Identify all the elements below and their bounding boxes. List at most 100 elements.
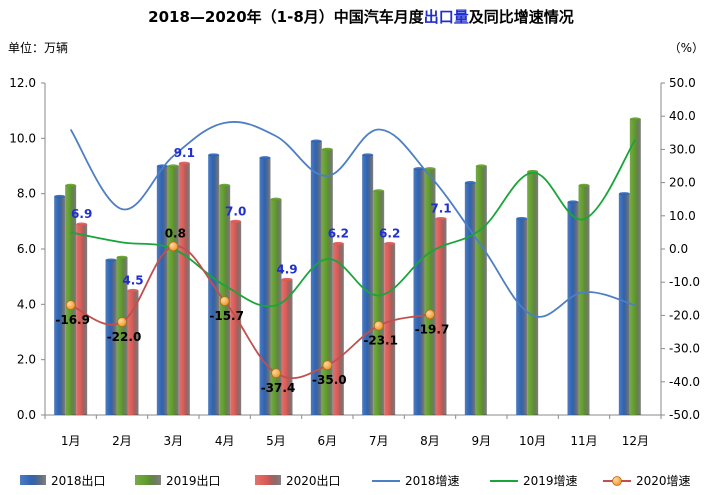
- left-tick-label: 6.0: [17, 242, 36, 256]
- x-tick-label: 7月: [369, 434, 389, 448]
- bar-2018出口: [362, 154, 374, 415]
- marker-2020增速: [168, 241, 179, 252]
- legend-swatch: [135, 475, 161, 485]
- left-tick-label: 12.0: [9, 76, 36, 90]
- bar-data-label: 4.9: [276, 262, 297, 276]
- right-tick-label: -50.0: [669, 408, 700, 422]
- bar-2018出口: [310, 141, 322, 415]
- x-tick-label: 11月: [570, 434, 597, 448]
- line-data-label: -22.0: [107, 330, 142, 344]
- lines: [65, 121, 637, 379]
- left-tick-label: 4.0: [17, 297, 36, 311]
- marker-2020增速: [322, 360, 333, 371]
- legend-swatch: [255, 475, 281, 485]
- bar-2019出口: [578, 185, 590, 415]
- bar-top-2020出口: [230, 219, 242, 223]
- line-data-label: -35.0: [312, 373, 347, 387]
- bar-data-label: 6.2: [328, 226, 349, 240]
- chart-title-prefix: 2018—2020年（1-8月）中国汽车月度: [148, 8, 425, 26]
- line-2020增速: [70, 245, 431, 379]
- bar-2020出口: [127, 290, 139, 415]
- right-unit-label: （%）: [669, 41, 704, 55]
- line-data-label: -37.4: [261, 381, 296, 395]
- legend-label: 2018出口: [51, 474, 106, 488]
- bar-2019出口: [629, 118, 641, 415]
- bar-top-2020出口: [127, 288, 139, 293]
- legend: 2018出口 2019出口 2020出口 2018增速 2019增速 2020增速: [20, 474, 691, 488]
- bar-2020出口: [178, 163, 190, 415]
- x-tick-label: 8月: [420, 434, 440, 448]
- bar-2020出口: [281, 279, 293, 415]
- bar-2020出口: [332, 243, 344, 415]
- bar-top-2019出口: [116, 255, 128, 259]
- bar-2019出口: [167, 166, 179, 415]
- chart-title: 2018—2020年（1-8月）中国汽车月度出口量及同比增速情况: [148, 8, 574, 26]
- bar-top-2018出口: [464, 181, 476, 185]
- bar-2019出口: [475, 166, 487, 415]
- bar-top-2020出口: [332, 241, 344, 246]
- left-tick-label: 2.0: [17, 353, 36, 367]
- bar-top-2018出口: [54, 194, 66, 199]
- bar-top-2020出口: [435, 216, 447, 221]
- line-data-label: 0.8: [165, 226, 186, 240]
- bar-top-2018出口: [413, 167, 425, 171]
- marker-2020增速: [219, 296, 230, 307]
- right-tick-label: -30.0: [669, 342, 700, 356]
- bar-data-label: 6.2: [379, 226, 400, 240]
- x-tick-label: 5月: [266, 434, 286, 448]
- x-tick-label: 6月: [318, 434, 338, 448]
- bar-2019出口: [65, 185, 77, 415]
- bar-top-2019出口: [578, 183, 590, 187]
- legend-label: 2018增速: [405, 474, 460, 488]
- bar-data-label: 6.9: [71, 207, 92, 221]
- line-data-label: -23.1: [363, 334, 398, 348]
- right-tick-label: 50.0: [669, 76, 696, 90]
- legend-swatch: [20, 475, 46, 485]
- right-tick-label: 30.0: [669, 142, 696, 156]
- bar-2020出口: [76, 224, 88, 415]
- x-tick-label: 1月: [61, 434, 81, 448]
- line-2019增速: [70, 138, 637, 308]
- bar-2019出口: [270, 199, 282, 415]
- bar-2018出口: [259, 157, 271, 415]
- bar-top-2018出口: [516, 216, 528, 221]
- bar-2020出口: [435, 218, 447, 415]
- bar-top-2019出口: [373, 189, 385, 193]
- marker-2020增速: [65, 300, 76, 311]
- bar-top-2019出口: [321, 147, 333, 151]
- bar-2018出口: [567, 201, 579, 415]
- axes: 0.0 2.0 4.0 6.0 8.0 10.0 12.0 -50.0 -40.0 -30.0 -2…: [9, 76, 700, 448]
- left-tick-label: 0.0: [17, 408, 36, 422]
- right-tick-label: 10.0: [669, 209, 696, 223]
- bar-2019出口: [116, 257, 128, 415]
- marker-2020增速: [373, 320, 384, 331]
- bar-2020出口: [384, 243, 396, 415]
- bar-2018出口: [54, 196, 66, 415]
- bar-2019出口: [321, 149, 333, 415]
- bar-data-label: 9.1: [174, 146, 195, 160]
- bar-top-2019出口: [270, 197, 282, 201]
- bar-data-label: 7.0: [225, 204, 246, 218]
- bars: [54, 117, 641, 415]
- right-tick-label: 20.0: [669, 176, 696, 190]
- marker-2020增速: [425, 309, 435, 320]
- left-tick-label: 10.0: [9, 131, 36, 145]
- chart-title-suffix: 及同比增速情况: [469, 8, 574, 26]
- x-tick-label: 3月: [164, 434, 184, 448]
- right-tick-label: -10.0: [669, 275, 700, 289]
- bar-2018出口: [156, 166, 168, 415]
- x-tick-label: 2月: [112, 434, 132, 448]
- bar-2019出口: [424, 168, 436, 415]
- bar-2018出口: [618, 193, 630, 415]
- marker-2020增速: [117, 317, 127, 327]
- bar-data-label: 4.5: [122, 274, 143, 288]
- bar-2019出口: [527, 171, 539, 415]
- bar-top-2018出口: [567, 200, 579, 204]
- x-tick-label: 4月: [215, 434, 235, 448]
- bar-top-2020出口: [76, 222, 88, 226]
- data-labels: 6.9 4.5 9.1 7.0 4.9 6.2 6.2 7.1 -16.9 -22.0 0.8 -15…: [55, 146, 451, 395]
- line-data-label: -19.7: [415, 322, 450, 336]
- chart-title-highlight: 出口量: [424, 8, 469, 26]
- bar-2018出口: [516, 218, 528, 415]
